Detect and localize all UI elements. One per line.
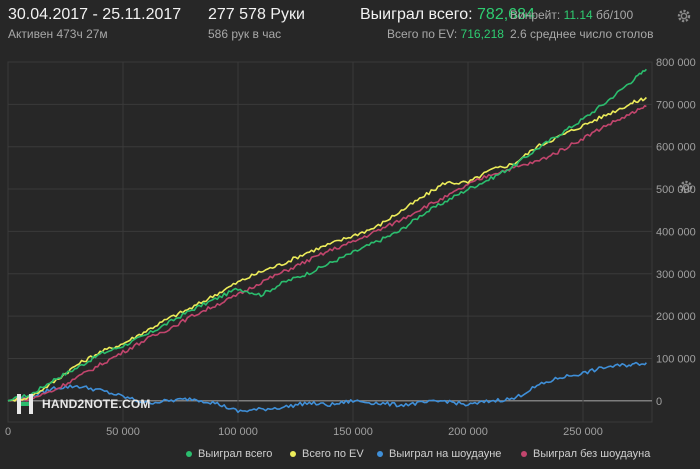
y-tick-label: 500 000 xyxy=(656,184,696,196)
y-tick-label: 300 000 xyxy=(656,269,696,281)
series-line-2 xyxy=(7,361,647,414)
x-tick-label: 0 xyxy=(5,426,11,438)
gear-icon[interactable] xyxy=(676,8,692,24)
y-tick-label: 0 xyxy=(656,396,662,408)
legend-dot xyxy=(186,451,192,458)
active-time: Активен 473ч 27м xyxy=(8,27,108,41)
legend-label: Выиграл на шоудауне xyxy=(389,448,502,460)
x-tick-label: 250 000 xyxy=(563,426,603,438)
hand2note-logo-icon xyxy=(17,394,33,414)
date-range: 30.04.2017 - 25.11.2017 xyxy=(8,6,182,23)
chart-grid xyxy=(7,61,653,423)
legend-item-won-total[interactable]: Выиграл всего xyxy=(186,448,272,460)
won-total: Выиграл всего: 782,684 xyxy=(360,6,535,24)
x-tick-label: 150 000 xyxy=(333,426,373,438)
y-tick-label: 700 000 xyxy=(656,99,696,111)
y-tick-label: 800 000 xyxy=(656,57,696,69)
won-total-value: 782,684 xyxy=(477,6,535,23)
ev-total-label: Всего по EV: xyxy=(387,27,458,41)
hands-per-hour: 586 рук в час xyxy=(208,27,282,41)
y-tick-label: 200 000 xyxy=(656,311,696,323)
ev-total-value: 716,218 xyxy=(460,27,504,41)
legend-dot xyxy=(521,451,527,458)
ev-total: Всего по EV: 716,218 xyxy=(387,27,504,41)
chart-ticks: 800 000 700 000 600 000 500 000 400 000 300 0… xyxy=(5,57,696,438)
plot-frame xyxy=(7,61,653,423)
legend-item-showdown[interactable]: Выиграл на шоудауне xyxy=(377,448,501,460)
x-tick-label: 50 000 xyxy=(106,426,140,438)
x-tick-label: 100 000 xyxy=(218,426,258,438)
chart-series xyxy=(7,68,647,414)
legend-label: Выиграл всего xyxy=(198,448,273,460)
avg-tables: 2.6 среднее число столов xyxy=(510,27,654,41)
y-tick-label: 600 000 xyxy=(656,142,696,154)
x-tick-label: 200 000 xyxy=(448,426,488,438)
legend-dot xyxy=(290,451,296,458)
winrate-unit: бб/100 xyxy=(596,8,634,22)
won-total-label: Выиграл всего: xyxy=(360,6,473,23)
winrate-label: Винрейт: xyxy=(510,8,561,22)
legend-dot xyxy=(377,451,383,458)
y-tick-label: 100 000 xyxy=(656,353,696,365)
series-line-1 xyxy=(7,96,647,402)
winrate-value: 11.14 xyxy=(563,8,593,22)
legend-item-ev-total[interactable]: Всего по EV xyxy=(290,448,364,460)
y-tick-label: 400 000 xyxy=(656,226,696,238)
hand2note-logo: HAND2NOTE.COM xyxy=(16,393,151,415)
hands-count: 277 578 Руки xyxy=(208,6,305,23)
chart-settings-gear-icon[interactable] xyxy=(678,179,694,195)
series-line-0 xyxy=(7,68,647,402)
legend-label: Выиграл без шоудауна xyxy=(533,448,651,460)
series-line-3 xyxy=(7,105,647,403)
legend-label: Всего по EV xyxy=(302,448,364,460)
logo-text: HAND2NOTE.COM xyxy=(42,397,151,411)
legend-item-non-showdown[interactable]: Выиграл без шоудауна xyxy=(521,448,650,460)
winrate: Винрейт: 11.14 бб/100 xyxy=(510,8,633,22)
